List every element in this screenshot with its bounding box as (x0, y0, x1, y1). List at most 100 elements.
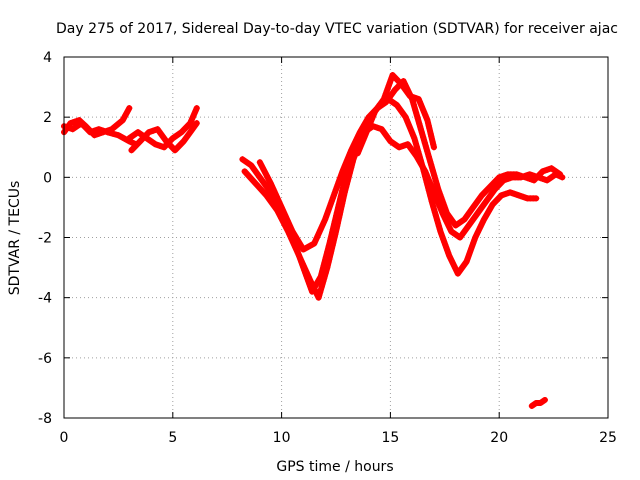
data-point (382, 90, 389, 97)
y-axis-title: SDTVAR / TECUs (7, 181, 23, 296)
data-point (345, 175, 352, 182)
data-point (431, 206, 438, 213)
data-point (416, 151, 423, 158)
data-point (285, 220, 292, 227)
data-point (330, 236, 337, 243)
data-point (292, 244, 299, 251)
data-point (338, 170, 345, 177)
data-point (435, 220, 442, 227)
data-point (260, 167, 267, 174)
y-tick-label: 0 (43, 170, 52, 186)
data-point (410, 101, 417, 108)
data-point (402, 114, 409, 121)
data-point (421, 137, 428, 144)
data-point (428, 136, 435, 143)
data-point (365, 123, 372, 130)
data-point (434, 183, 441, 190)
data-point (297, 255, 304, 262)
data-point (284, 217, 291, 224)
data-point (425, 122, 432, 129)
data-point (425, 184, 432, 191)
y-tick-label: -6 (38, 351, 52, 367)
data-point (325, 259, 332, 266)
data-point (436, 225, 443, 232)
data-point (442, 205, 449, 212)
data-point (361, 134, 368, 141)
data-point (332, 231, 339, 238)
data-point (383, 88, 390, 95)
data-point (422, 111, 429, 118)
data-point (430, 144, 437, 151)
data-point (414, 115, 421, 122)
data-point (259, 164, 266, 171)
data-point (312, 237, 319, 244)
data-point (433, 214, 440, 221)
data-point (441, 202, 448, 209)
data-point (469, 242, 476, 249)
data-point (541, 396, 548, 403)
data-point (342, 186, 349, 193)
data-point (429, 138, 436, 145)
y-tick-label: 4 (43, 50, 52, 66)
data-point (348, 164, 355, 171)
data-point (430, 141, 437, 148)
data-point (425, 153, 432, 160)
data-point (411, 104, 418, 111)
x-tick-label: 25 (599, 430, 617, 446)
data-point (417, 101, 424, 108)
data-point (408, 127, 415, 134)
data-point (431, 209, 438, 216)
data-point (278, 204, 285, 211)
data-point (421, 109, 428, 116)
data-point (363, 129, 370, 136)
data-point (335, 217, 342, 224)
data-point (443, 244, 450, 251)
data-point (330, 239, 337, 246)
data-point (282, 212, 289, 219)
data-point (293, 247, 300, 254)
data-point (436, 189, 443, 196)
data-point (270, 185, 277, 192)
data-point (417, 157, 424, 164)
data-point (412, 107, 419, 114)
data-point (418, 159, 425, 166)
data-point (423, 114, 430, 121)
data-point (346, 152, 353, 159)
data-point (326, 253, 333, 260)
data-point (385, 82, 392, 89)
data-point (322, 216, 329, 223)
data-point (421, 139, 428, 146)
data-point (432, 178, 439, 185)
data-point (423, 179, 430, 186)
series-sat-c (126, 105, 200, 151)
data-point (465, 253, 472, 260)
data-point (415, 96, 422, 103)
data-point (336, 211, 343, 218)
data-point (437, 191, 444, 198)
data-point (360, 137, 367, 144)
data-point (324, 211, 331, 218)
data-point (303, 268, 310, 275)
data-point (315, 294, 322, 301)
data-point (417, 123, 424, 130)
data-point (318, 224, 325, 231)
data-point (388, 74, 395, 81)
data-point (366, 121, 373, 128)
data-point (416, 120, 423, 127)
data-point (322, 270, 329, 277)
data-point (430, 203, 437, 210)
data-point (274, 207, 281, 214)
data-point (421, 170, 428, 177)
data-point (323, 267, 330, 274)
data-point (305, 273, 312, 280)
data-point (347, 167, 354, 174)
data-point (324, 264, 331, 271)
data-point (429, 201, 436, 208)
data-point (422, 176, 429, 183)
data-point (428, 195, 435, 202)
data-point (428, 164, 435, 171)
data-point (424, 148, 431, 155)
data-point (193, 120, 200, 127)
data-point (328, 245, 335, 252)
